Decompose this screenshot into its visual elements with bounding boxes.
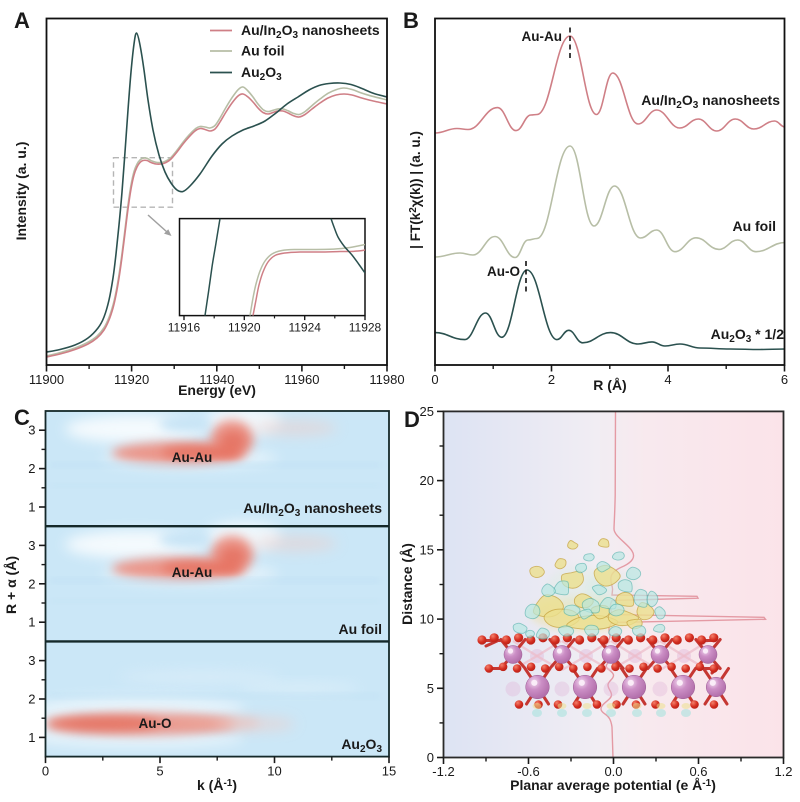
svg-text:2: 2 bbox=[28, 692, 35, 707]
svg-text:0: 0 bbox=[427, 750, 434, 765]
svg-text:-0.6: -0.6 bbox=[517, 764, 539, 779]
svg-text:2: 2 bbox=[28, 576, 35, 591]
svg-text:10: 10 bbox=[420, 612, 434, 627]
svg-text:1: 1 bbox=[28, 615, 35, 630]
svg-text:0: 0 bbox=[42, 764, 49, 779]
svg-text:Au/In2O3 nanosheets: Au/In2O3 nanosheets bbox=[241, 22, 380, 41]
svg-text:11920: 11920 bbox=[228, 321, 261, 335]
svg-text:R (Å): R (Å) bbox=[593, 377, 626, 393]
svg-text:20: 20 bbox=[420, 473, 434, 488]
svg-text:Au-Au: Au-Au bbox=[172, 565, 213, 580]
svg-text:Au foil: Au foil bbox=[241, 43, 285, 59]
svg-text:10: 10 bbox=[267, 764, 281, 779]
svg-text:11900: 11900 bbox=[29, 372, 64, 387]
svg-text:1: 1 bbox=[28, 500, 35, 515]
svg-text:0.6: 0.6 bbox=[689, 764, 707, 779]
svg-text:Au/In2O3 nanosheets: Au/In2O3 nanosheets bbox=[243, 500, 382, 519]
svg-text:-1.2: -1.2 bbox=[432, 764, 454, 779]
svg-text:A: A bbox=[14, 8, 30, 33]
svg-text:3: 3 bbox=[28, 538, 35, 553]
svg-text:5: 5 bbox=[156, 764, 163, 779]
svg-text:2: 2 bbox=[28, 461, 35, 476]
svg-text:6: 6 bbox=[781, 372, 788, 387]
svg-text:11980: 11980 bbox=[369, 372, 404, 387]
svg-text:C: C bbox=[14, 405, 30, 430]
svg-text:Energy (eV): Energy (eV) bbox=[178, 382, 256, 398]
svg-text:3: 3 bbox=[28, 653, 35, 668]
svg-text:Au-Au: Au-Au bbox=[522, 29, 563, 44]
svg-text:11924: 11924 bbox=[288, 321, 321, 335]
svg-text:Planar average potential (e Å-: Planar average potential (e Å-1) bbox=[510, 777, 716, 793]
svg-text:Au-O: Au-O bbox=[139, 716, 172, 731]
svg-text:Au/In2O3 nanosheets: Au/In2O3 nanosheets bbox=[641, 92, 780, 111]
svg-text:1.2: 1.2 bbox=[774, 764, 792, 779]
svg-text:R + α (Å): R + α (Å) bbox=[3, 556, 19, 614]
svg-text:0: 0 bbox=[431, 372, 438, 387]
svg-text:11940: 11940 bbox=[199, 372, 234, 387]
svg-text:4: 4 bbox=[664, 372, 671, 387]
svg-text:11928: 11928 bbox=[349, 321, 382, 335]
svg-text:5: 5 bbox=[427, 681, 434, 696]
svg-text:Distance (Å): Distance (Å) bbox=[399, 543, 415, 625]
svg-text:0.0: 0.0 bbox=[604, 764, 622, 779]
svg-text:Intensity (a. u.): Intensity (a. u.) bbox=[13, 142, 29, 241]
svg-text:Au2O3 * 1/2: Au2O3 * 1/2 bbox=[711, 326, 785, 345]
svg-text:Au foil: Au foil bbox=[338, 621, 382, 637]
svg-text:Au-O: Au-O bbox=[487, 264, 520, 279]
svg-text:Au foil: Au foil bbox=[732, 218, 776, 234]
svg-text:B: B bbox=[403, 8, 419, 33]
svg-text:11920: 11920 bbox=[114, 372, 149, 387]
svg-text:3: 3 bbox=[28, 423, 35, 438]
svg-text:15: 15 bbox=[382, 764, 396, 779]
svg-text:Au2O3: Au2O3 bbox=[341, 736, 382, 755]
svg-text:11916: 11916 bbox=[168, 321, 201, 335]
svg-text:2: 2 bbox=[548, 372, 555, 387]
svg-text:11960: 11960 bbox=[284, 372, 319, 387]
svg-text:1: 1 bbox=[28, 730, 35, 745]
svg-text:| FT(k2χ(k)) | (a. u.): | FT(k2χ(k)) | (a. u.) bbox=[408, 131, 423, 249]
svg-text:15: 15 bbox=[420, 542, 434, 557]
svg-text:Au-Au: Au-Au bbox=[172, 450, 213, 465]
svg-text:25: 25 bbox=[420, 404, 434, 419]
svg-text:Au2O3: Au2O3 bbox=[241, 64, 282, 83]
svg-text:D: D bbox=[404, 407, 420, 432]
